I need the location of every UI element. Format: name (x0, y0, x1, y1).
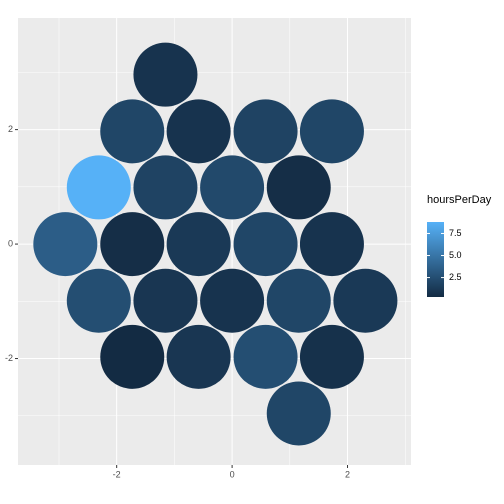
colorbar (427, 222, 444, 297)
legend-label: 2.5 (449, 272, 462, 282)
bubble (66, 268, 131, 333)
bubble (133, 42, 198, 107)
y-tick-label: -2 (5, 353, 13, 363)
bubble (33, 212, 98, 277)
y-tick-label: 2 (8, 124, 13, 134)
bubble (266, 381, 331, 446)
bubble (299, 99, 364, 164)
bubble (333, 268, 398, 333)
legend-title: hoursPerDay (427, 194, 492, 206)
legend-label: 5.0 (449, 250, 462, 260)
bubble (133, 268, 198, 333)
x-tick-label: 2 (345, 469, 350, 479)
x-tick-label: -2 (113, 469, 121, 479)
bubble (233, 212, 298, 277)
bubble (166, 324, 231, 389)
bubble (266, 155, 331, 220)
bubble (166, 99, 231, 164)
bubble (133, 155, 198, 220)
bubble (299, 324, 364, 389)
bubble (200, 268, 265, 333)
bubble (233, 324, 298, 389)
bubble (100, 99, 165, 164)
bubble (266, 268, 331, 333)
bubble (100, 212, 165, 277)
bubble (66, 155, 131, 220)
bubble (100, 324, 165, 389)
bubble (166, 212, 231, 277)
legend-label: 7.5 (449, 228, 462, 238)
y-tick-label: 0 (8, 238, 13, 248)
bubble (233, 99, 298, 164)
x-tick-label: 0 (230, 469, 235, 479)
bubble (200, 155, 265, 220)
bubble (299, 212, 364, 277)
